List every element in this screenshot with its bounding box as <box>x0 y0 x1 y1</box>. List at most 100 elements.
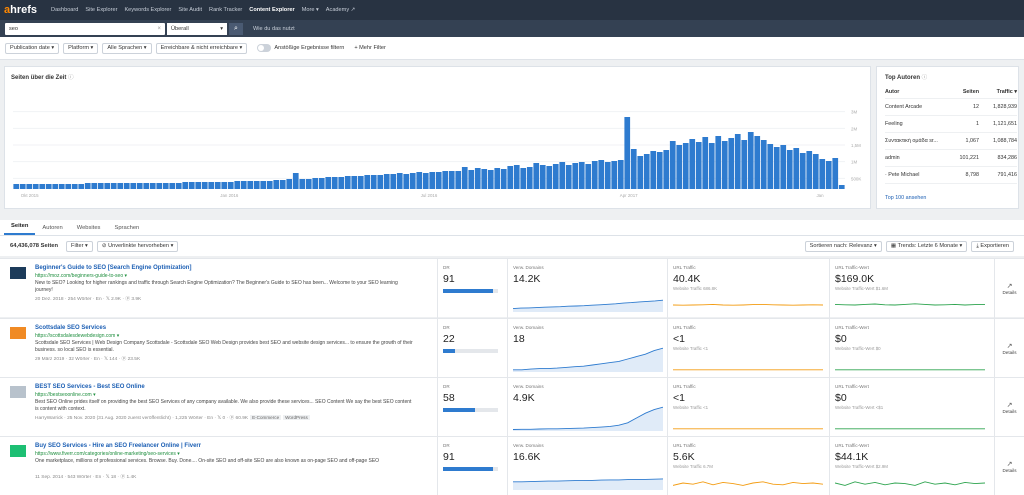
clear-icon[interactable]: × <box>157 25 161 32</box>
filter-button[interactable]: Filter ▾ <box>66 240 93 252</box>
timeline-bar[interactable] <box>123 183 130 189</box>
timeline-bar[interactable] <box>494 168 501 189</box>
timeline-bar[interactable] <box>19 184 26 189</box>
search-mode-select[interactable]: Überall ▾ <box>167 22 227 35</box>
timeline-bar[interactable] <box>702 137 709 189</box>
timeline-bar[interactable] <box>84 183 91 189</box>
ahrefs-logo[interactable]: ahrefs <box>4 4 38 16</box>
timeline-bar[interactable] <box>338 177 345 189</box>
top-100-link[interactable]: Top 100 ansehen <box>885 195 927 201</box>
timeline-bar[interactable] <box>13 184 20 189</box>
tab-websites[interactable]: Websites <box>76 225 101 231</box>
timeline-bar[interactable] <box>578 162 585 189</box>
timeline-bar[interactable] <box>728 138 735 189</box>
timeline-bar[interactable] <box>604 162 611 189</box>
details-button[interactable]: ↗ Details <box>994 259 1024 318</box>
timeline-bar[interactable] <box>747 132 754 189</box>
nav-academy[interactable]: Academy ↗ <box>325 7 356 13</box>
more-filters-button[interactable]: + Mehr Filter <box>354 45 386 51</box>
timeline-bar[interactable] <box>169 183 176 189</box>
timeline-bar[interactable] <box>234 181 241 189</box>
timeline-bar[interactable] <box>767 144 774 189</box>
nav-site-audit[interactable]: Site Audit <box>178 7 203 13</box>
timeline-bar[interactable] <box>676 145 683 189</box>
timeline-bar[interactable] <box>97 183 104 189</box>
category-tag[interactable]: WordPress <box>283 415 310 420</box>
timeline-bar[interactable] <box>721 141 728 189</box>
result-url[interactable]: https://moz.com/beginners-guide-to-seo ▾ <box>35 273 127 279</box>
result-url[interactable]: https://bestseoonline.com ▾ <box>35 392 96 398</box>
timeline-bar[interactable] <box>201 182 208 189</box>
timeline-bar[interactable] <box>481 169 488 189</box>
timeline-bar[interactable] <box>793 148 800 189</box>
timeline-bar[interactable] <box>507 166 514 189</box>
timeline-bar[interactable] <box>182 182 189 189</box>
info-icon[interactable]: ⓘ <box>921 75 928 81</box>
link-filter[interactable]: Erreichbare & nicht erreichbare ▾ <box>155 42 248 54</box>
timeline-bar[interactable] <box>214 182 221 189</box>
info-icon[interactable]: ⓘ <box>68 75 74 81</box>
timeline-bar[interactable] <box>572 163 579 189</box>
timeline-bar[interactable] <box>286 179 293 189</box>
nav-more[interactable]: More ▾ <box>301 7 319 13</box>
timeline-bar[interactable] <box>364 175 371 189</box>
category-tag[interactable]: E-Commerce <box>250 415 282 420</box>
offensive-filter-toggle[interactable] <box>257 44 272 52</box>
timeline-bar[interactable] <box>240 181 247 189</box>
timeline-bar[interactable] <box>799 153 806 189</box>
timeline-bar[interactable] <box>175 183 182 189</box>
timeline-bar[interactable] <box>45 184 52 189</box>
timeline-bar[interactable] <box>552 164 559 189</box>
timeline-bar[interactable] <box>533 163 540 189</box>
timeline-bar[interactable] <box>117 183 124 189</box>
details-button[interactable]: ↗ Details <box>994 378 1024 437</box>
timeline-bar[interactable] <box>403 174 410 189</box>
timeline-bar[interactable] <box>318 178 325 189</box>
author-name[interactable]: · Pete Michael <box>885 172 920 178</box>
timeline-bar[interactable] <box>598 160 605 189</box>
table-row[interactable]: Content Arcade 12 1,828,939 <box>885 99 1017 116</box>
timeline-bar[interactable] <box>260 181 267 189</box>
result-title-link[interactable]: Scottsdale SEO Services <box>35 325 107 331</box>
timeline-bar[interactable] <box>468 170 475 189</box>
timeline-bar[interactable] <box>630 149 637 189</box>
timeline-bar[interactable] <box>110 183 117 189</box>
timeline-bar[interactable] <box>292 173 299 189</box>
timeline-bar[interactable] <box>91 183 98 189</box>
timeline-bar[interactable] <box>325 177 332 189</box>
timeline-bar[interactable] <box>104 183 111 189</box>
timeline-bar[interactable] <box>143 183 150 189</box>
timeline-bar[interactable] <box>390 174 397 189</box>
search-input[interactable]: seo × <box>5 22 165 35</box>
timeline-bar[interactable] <box>26 184 33 189</box>
table-row[interactable]: Feeling 1 1,121,651 <box>885 116 1017 133</box>
timeline-bar[interactable] <box>539 165 546 189</box>
timeline-bar[interactable] <box>806 151 813 189</box>
timeline-bar[interactable] <box>416 172 423 189</box>
timeline-bar[interactable] <box>526 167 533 189</box>
timeline-bar[interactable] <box>136 183 143 189</box>
timeline-bar[interactable] <box>409 173 416 189</box>
author-name[interactable]: Συντακτική ομάδα sr... <box>885 138 938 144</box>
timeline-bar[interactable] <box>617 160 624 189</box>
timeline-bar[interactable] <box>786 150 793 189</box>
nav-keywords-explorer[interactable]: Keywords Explorer <box>124 7 172 13</box>
timeline-bar[interactable] <box>513 165 520 189</box>
timeline-bar[interactable] <box>305 179 312 189</box>
timeline-bar[interactable] <box>734 134 741 189</box>
trends-select[interactable]: ▦ Trends: Letzte 6 Monate ▾ <box>885 240 968 252</box>
timeline-bar[interactable] <box>58 184 65 189</box>
timeline-bar[interactable] <box>195 182 202 189</box>
timeline-bar[interactable] <box>370 175 377 189</box>
result-title-link[interactable]: Beginner's Guide to SEO [Search Engine O… <box>35 265 192 271</box>
platform-filter[interactable]: Platform ▾ <box>63 42 99 54</box>
result-title-link[interactable]: BEST SEO Services - Best SEO Online <box>35 384 145 390</box>
timeline-bar[interactable] <box>312 178 319 189</box>
timeline-bar[interactable] <box>448 171 455 189</box>
column-header[interactable]: Seiten <box>962 88 979 95</box>
timeline-bar[interactable] <box>299 179 306 189</box>
export-button[interactable]: ⤓ Exportieren <box>971 240 1014 252</box>
timeline-bar[interactable] <box>637 156 644 189</box>
timeline-bar[interactable] <box>149 183 156 189</box>
timeline-bar[interactable] <box>520 168 527 189</box>
